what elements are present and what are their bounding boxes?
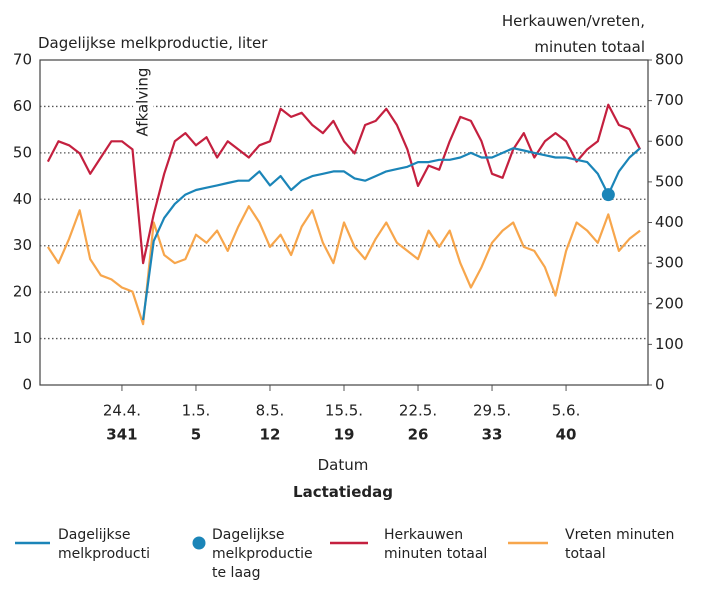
x-tick-sublabel: 341 [106,426,137,444]
x-tick-label: 1.5. [182,402,211,420]
y-axis-label: Dagelijkse melkproductie, liter [38,34,268,52]
y-tick-label: 70 [13,51,32,69]
x-tick-label: 8.5. [256,402,285,420]
y2-tick-label: 700 [655,91,684,109]
y-tick-label: 50 [13,143,32,161]
plot-frame [39,59,649,386]
legend-swatch [192,536,206,550]
annotation: Afkalving [134,68,152,137]
y-tick-label: 60 [13,97,32,115]
y2-tick-label: 300 [655,254,684,272]
x-tick-sublabel: 19 [334,426,355,444]
legend-label: Vreten minuten totaal [565,527,675,562]
y-tick-label: 40 [13,190,32,208]
y2-tick-label: 600 [655,132,684,150]
series-line [46,103,642,265]
y2-tick-label: 800 [655,51,684,69]
highlight-point [601,188,615,202]
y-tick-label: 10 [13,329,32,347]
y2-tick-label: 0 [655,376,665,394]
annotation-box [133,63,154,141]
x-tick-sublabel: 12 [260,426,281,444]
series-line [142,147,641,321]
x-tick-label: 5.6. [552,402,581,420]
y2-tick-label: 200 [655,294,684,312]
x-tick-label: 29.5. [473,402,511,420]
x-tick-sublabel: 26 [408,426,429,444]
y-tick-label: 0 [22,376,32,394]
y-tick-label: 30 [13,236,32,254]
y2-axis-label: Herkauwen/vreten, minuten totaal [501,12,645,56]
y-tick-label: 20 [13,283,32,301]
series-line [46,205,641,326]
x-tick-label: 22.5. [399,402,437,420]
x-tick-sublabel: 40 [556,426,577,444]
legend-label: Herkauwen minuten totaal [384,527,488,562]
y2-tick-label: 500 [655,172,684,190]
legend-label: Dagelijkse melkproductie te laag [212,527,313,581]
x-axis-label-2: Lactatiedag [293,483,393,501]
x-tick-label: 15.5. [325,402,363,420]
x-tick-sublabel: 33 [482,426,503,444]
x-axis-label: Datum [317,456,369,474]
legend-label: Dagelijkse melkproducti [58,527,150,562]
x-tick-sublabel: 5 [191,426,201,444]
y2-tick-label: 400 [655,213,684,231]
y2-tick-label: 100 [655,335,684,353]
x-tick-label: 24.4. [103,402,141,420]
